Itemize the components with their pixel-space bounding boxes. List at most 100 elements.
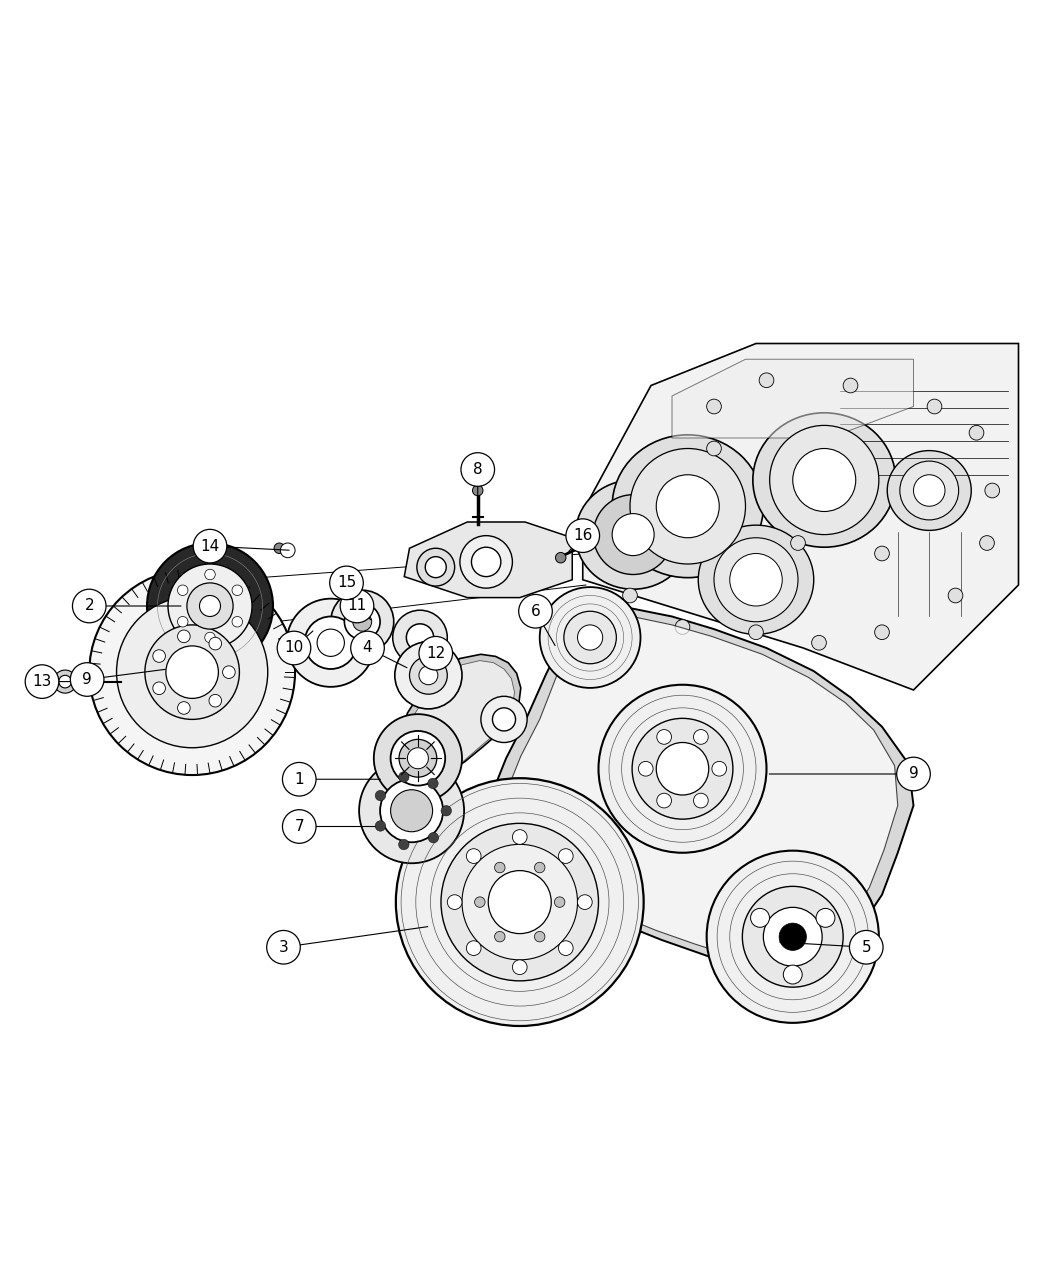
Ellipse shape <box>575 479 691 589</box>
Circle shape <box>875 546 889 561</box>
Circle shape <box>742 886 843 987</box>
Circle shape <box>41 674 56 688</box>
Circle shape <box>441 806 452 816</box>
Text: 16: 16 <box>573 528 592 543</box>
Text: 3: 3 <box>278 940 289 955</box>
Text: 9: 9 <box>82 672 92 687</box>
Circle shape <box>200 595 220 617</box>
Circle shape <box>331 590 394 653</box>
Ellipse shape <box>612 435 763 578</box>
Circle shape <box>375 790 385 801</box>
Circle shape <box>153 682 166 695</box>
Circle shape <box>656 474 719 538</box>
Circle shape <box>843 379 858 393</box>
Circle shape <box>395 641 462 709</box>
Circle shape <box>749 625 763 640</box>
Circle shape <box>177 630 190 643</box>
Circle shape <box>707 399 721 414</box>
Text: 11: 11 <box>348 598 366 613</box>
Circle shape <box>914 474 945 506</box>
Circle shape <box>763 908 822 966</box>
Circle shape <box>849 931 883 964</box>
Polygon shape <box>397 660 514 803</box>
Circle shape <box>900 462 959 520</box>
Text: 9: 9 <box>908 766 919 782</box>
Text: 13: 13 <box>33 674 51 688</box>
Circle shape <box>406 623 434 652</box>
Circle shape <box>391 731 445 785</box>
Polygon shape <box>475 606 914 975</box>
Circle shape <box>897 757 930 790</box>
Polygon shape <box>404 521 572 598</box>
Circle shape <box>223 666 235 678</box>
Circle shape <box>638 761 653 776</box>
Circle shape <box>707 850 879 1023</box>
Circle shape <box>232 617 243 627</box>
Circle shape <box>783 965 802 984</box>
Circle shape <box>564 611 616 664</box>
Circle shape <box>751 908 770 927</box>
Polygon shape <box>391 654 521 807</box>
Circle shape <box>540 586 640 688</box>
Circle shape <box>330 566 363 599</box>
Circle shape <box>980 536 994 551</box>
Circle shape <box>419 666 438 685</box>
Text: 12: 12 <box>426 645 445 660</box>
Circle shape <box>779 923 806 950</box>
Circle shape <box>555 552 566 564</box>
Circle shape <box>428 833 439 843</box>
Circle shape <box>153 650 166 662</box>
Circle shape <box>359 759 464 863</box>
Circle shape <box>209 695 222 708</box>
Circle shape <box>280 543 295 557</box>
Circle shape <box>380 779 443 843</box>
Circle shape <box>759 372 774 388</box>
Circle shape <box>593 495 673 575</box>
Circle shape <box>566 519 600 552</box>
Circle shape <box>693 793 708 808</box>
Circle shape <box>399 771 410 783</box>
Polygon shape <box>672 360 914 439</box>
Circle shape <box>466 849 481 863</box>
Circle shape <box>375 821 385 831</box>
Circle shape <box>282 762 316 796</box>
Circle shape <box>492 708 516 731</box>
Circle shape <box>714 538 798 622</box>
Text: 6: 6 <box>530 604 541 618</box>
Circle shape <box>770 426 879 534</box>
Circle shape <box>534 932 545 942</box>
Circle shape <box>317 629 344 657</box>
Circle shape <box>391 789 433 831</box>
Circle shape <box>447 895 462 909</box>
Text: 10: 10 <box>285 640 303 655</box>
Circle shape <box>425 557 446 578</box>
Circle shape <box>232 585 243 595</box>
Circle shape <box>512 830 527 844</box>
Circle shape <box>427 778 438 789</box>
Circle shape <box>374 714 462 802</box>
Circle shape <box>472 486 483 496</box>
Circle shape <box>177 617 188 627</box>
Circle shape <box>396 778 644 1026</box>
Circle shape <box>59 676 71 688</box>
Circle shape <box>177 585 188 595</box>
Circle shape <box>177 701 190 714</box>
Circle shape <box>117 597 268 747</box>
Circle shape <box>630 449 746 564</box>
Circle shape <box>816 908 835 927</box>
Circle shape <box>399 740 437 778</box>
Circle shape <box>419 636 453 671</box>
Circle shape <box>304 617 357 669</box>
Circle shape <box>791 536 805 551</box>
Text: 4: 4 <box>362 640 373 655</box>
Circle shape <box>656 742 709 796</box>
Circle shape <box>351 631 384 664</box>
Circle shape <box>417 548 455 586</box>
Circle shape <box>475 896 485 908</box>
Circle shape <box>812 635 826 650</box>
Circle shape <box>578 625 603 650</box>
Circle shape <box>875 625 889 640</box>
Polygon shape <box>583 343 1018 690</box>
Text: 5: 5 <box>861 940 872 955</box>
Circle shape <box>657 729 672 745</box>
